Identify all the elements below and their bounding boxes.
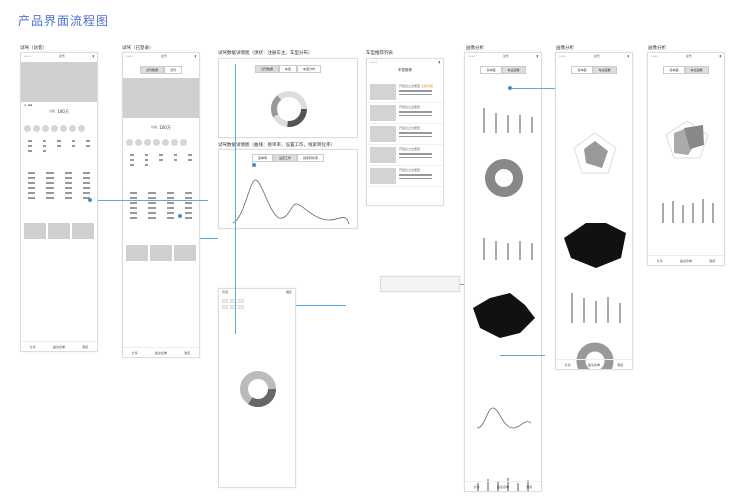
popup-options[interactable] (380, 276, 460, 292)
share-button[interactable]: 分享 (656, 258, 663, 263)
nav-title: 试驾 (160, 54, 167, 58)
connector-dot (252, 163, 256, 167)
buy-button[interactable]: 购买 (526, 484, 533, 489)
buy-button[interactable]: 购买 (82, 344, 89, 349)
submit-button[interactable]: 提交表单 (154, 350, 167, 355)
nav-title: 筛选 (222, 290, 229, 294)
connector-dot (508, 86, 512, 90)
frame-label-curve: 试驾数据详情图（曲线：接单率，设置工作，线索转化率） (218, 143, 335, 148)
tab[interactable]: 车型分布 (297, 65, 322, 73)
price-value: 100万 (159, 125, 171, 130)
list-item[interactable]: 开思达之全能型 (367, 124, 443, 145)
list-item[interactable]: 开思达之全能型 (367, 145, 443, 166)
tab[interactable]: 基本面 (571, 66, 593, 74)
tab[interactable]: 车主画像 (684, 66, 709, 74)
connector-line (296, 305, 346, 306)
page-title: 产品界面流程图 (18, 14, 110, 28)
pie-detail-screen: 试驾数据 车型 车型分布 (218, 58, 358, 138)
submit-button[interactable]: 提交表单 (679, 258, 692, 263)
car-image (123, 78, 199, 118)
donut-chart (240, 371, 276, 407)
buy-button[interactable]: 购买 (617, 362, 624, 367)
connector-line (510, 88, 555, 89)
tab[interactable]: 基本面 (480, 66, 502, 74)
share-button[interactable]: 分享 (564, 362, 571, 367)
tab[interactable]: 车主画像 (592, 66, 617, 74)
tab[interactable]: 试驾数据 (254, 65, 279, 73)
connector-line (500, 355, 545, 356)
phone-visitor: •••• 试驾 ▮ ▪ ▪▪ 价格 100万 分享 提交表单 购买 (20, 52, 98, 352)
connector-dot (178, 214, 182, 218)
submit-button[interactable]: 提交表单 (496, 484, 509, 489)
price-label: 价格 (49, 109, 56, 113)
phone-portrait-3: •••• 试驾 ▮ 基本面 车主画像 分享 提交表单 购买 (647, 52, 725, 266)
share-button[interactable]: 分享 (473, 484, 480, 489)
list-item[interactable]: 开思达之全能型 (367, 166, 443, 187)
tab[interactable]: 线索转化率 (297, 154, 325, 162)
frame-label-portrait: 画像分析 (466, 46, 484, 51)
curve-detail-screen: 接单率 设置工作 线索转化率 (218, 149, 358, 229)
buy-button[interactable]: 购买 (184, 350, 191, 355)
frame-label-portrait: 画像分析 (556, 46, 574, 51)
confirm-button[interactable]: 确定 (285, 290, 292, 294)
buy-button[interactable]: 购买 (709, 258, 716, 263)
frame-label-recommend: 车型推荐列表 (366, 51, 393, 56)
nav-title: 试驾 (58, 54, 65, 58)
charts (564, 132, 626, 369)
connector-line (200, 238, 218, 239)
tab[interactable]: 试驾 (164, 66, 183, 74)
frame-label-portrait: 画像分析 (648, 46, 666, 51)
submit-button[interactable]: 提交表单 (52, 344, 65, 349)
tab[interactable]: 设置工作 (272, 154, 297, 162)
connector-line (460, 284, 464, 285)
filter-screen: 筛选 确定 (218, 288, 296, 488)
connector-dot (88, 198, 92, 202)
price-value: 100万 (57, 109, 69, 114)
phone-portrait-2: •••• 试驾 ▮ 基本面 车主画像 分享 提交表单 购买 (555, 52, 633, 370)
list-item[interactable]: 开思达之全能型 全能车型 (367, 82, 443, 103)
tab[interactable]: 基本面 (663, 66, 685, 74)
tab[interactable]: 接单率 (251, 154, 273, 162)
share-button[interactable]: 分享 (29, 344, 36, 349)
line-chart (232, 179, 350, 225)
car-image (21, 62, 97, 102)
charts (662, 120, 714, 223)
connector-line (98, 200, 208, 201)
frame-label-logged: 试驾（已登录） (122, 46, 154, 51)
nav-title: 车型推荐 (398, 68, 412, 72)
phone-portrait-1: •••• 试驾 ▮ 基本面 车主画像 分享 提交表单 购买 (464, 52, 542, 492)
list-item[interactable]: 开思达之全能型 (367, 103, 443, 124)
tab[interactable]: 车型 (278, 65, 297, 73)
connector-line (235, 64, 236, 334)
share-button[interactable]: 分享 (131, 350, 138, 355)
phone-recommend: •••• ▮ 车型推荐 开思达之全能型 全能车型 开思达之全能型 开思达之全能型 … (366, 58, 444, 206)
phone-logged: •••• 试驾 ▮ 试驾数据 试驾 价格 100万 分享 提交表单 购买 (122, 52, 200, 358)
tab[interactable]: 车主画像 (501, 66, 526, 74)
tab[interactable]: 试驾数据 (139, 66, 164, 74)
frame-label-pie: 试驾数据详情图（饼状：注册车主，车型分布） (218, 51, 313, 56)
price-label: 价格 (151, 125, 158, 129)
charts (473, 108, 535, 491)
submit-button[interactable]: 提交表单 (587, 362, 600, 367)
frame-label-visitor: 试驾（访客） (20, 46, 47, 51)
donut-chart (271, 91, 307, 127)
